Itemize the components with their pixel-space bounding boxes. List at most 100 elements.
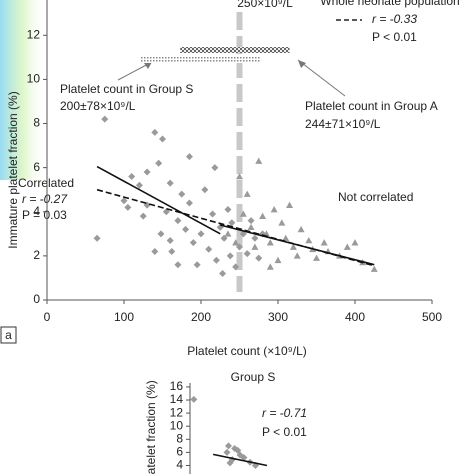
y-tick-label: 16 — [170, 379, 184, 393]
arrowhead — [298, 60, 306, 68]
point — [225, 442, 232, 450]
range-value: 244±71×10⁹/L — [305, 117, 381, 131]
point — [266, 263, 274, 270]
fit-line — [212, 453, 268, 467]
point — [135, 181, 143, 189]
point — [274, 256, 282, 264]
point — [189, 239, 197, 247]
point — [232, 239, 240, 246]
point — [93, 234, 101, 242]
y-tick-label: 6 — [176, 445, 183, 459]
point — [178, 190, 186, 198]
legend-r: r = -0.33 — [372, 12, 417, 26]
x-tick-label: 400 — [345, 310, 365, 324]
annotation: P < 0.01 — [262, 425, 307, 439]
point — [247, 223, 255, 231]
annotation: r = -0.27 — [22, 192, 68, 206]
point — [168, 247, 176, 255]
point — [201, 186, 209, 194]
point — [228, 219, 236, 227]
point — [243, 190, 251, 197]
scan-artifact — [0, 0, 46, 180]
y-tick-label: 8 — [176, 431, 183, 445]
point — [282, 234, 290, 242]
range-value: 200±78×10⁹/L — [60, 99, 136, 113]
point — [174, 261, 182, 269]
point — [255, 254, 263, 262]
point — [159, 135, 166, 143]
annotation: Correlated — [18, 176, 74, 190]
x-tick-label: 500 — [422, 310, 442, 324]
y-tick-label: 6 — [33, 160, 40, 174]
panel-label: a — [5, 328, 12, 342]
y-axis-title: Immature platelet fraction (%) — [6, 91, 20, 248]
x-tick-label: 0 — [44, 310, 51, 324]
point — [182, 225, 190, 233]
point — [305, 236, 313, 244]
annotation: P = 0.03 — [22, 208, 67, 222]
point — [166, 179, 174, 187]
annotation: r = -0.71 — [262, 406, 307, 420]
point — [255, 157, 263, 164]
point — [190, 395, 198, 403]
point — [236, 451, 244, 459]
y-tick-label: 4 — [33, 204, 40, 218]
point — [151, 247, 159, 255]
y-tick-label: 2 — [33, 248, 40, 262]
reference-label: 250×10⁹/L — [237, 0, 293, 10]
point — [151, 128, 159, 136]
point — [101, 115, 109, 123]
range-bar — [140, 57, 262, 63]
y-tick-label: 10 — [170, 418, 184, 432]
chart-title: Group S — [231, 370, 276, 384]
point — [226, 252, 234, 260]
point — [226, 459, 234, 467]
point — [155, 159, 163, 167]
x-tick-label: 300 — [268, 310, 288, 324]
legend-p: P < 0.01 — [372, 30, 417, 44]
point — [259, 212, 267, 219]
point — [185, 153, 193, 161]
point — [251, 234, 259, 242]
range-label: Platelet count in Group A — [305, 99, 438, 113]
point — [370, 265, 378, 272]
y-tick-label: 14 — [170, 392, 184, 406]
y-tick-label: 12 — [170, 405, 184, 419]
point — [320, 239, 328, 246]
point — [270, 206, 278, 213]
point — [278, 219, 286, 226]
point — [209, 210, 217, 218]
x-tick-label: 100 — [114, 310, 134, 324]
y-tick-label: 12 — [27, 27, 41, 41]
point — [212, 256, 220, 264]
arrow — [297, 59, 346, 97]
y-tick-label: 10 — [27, 72, 41, 86]
arrowhead — [144, 62, 152, 69]
y-tick-label: 4 — [176, 458, 183, 472]
annotation: Not correlated — [338, 190, 413, 204]
point — [205, 245, 213, 253]
point — [193, 261, 201, 269]
point — [293, 252, 301, 259]
point — [239, 210, 247, 217]
point — [219, 270, 227, 278]
y-tick-label: 0 — [33, 292, 40, 306]
point — [211, 164, 219, 172]
x-tick-label: 200 — [191, 310, 211, 324]
point — [128, 172, 136, 180]
point — [251, 243, 259, 250]
x-axis-title: Platelet count (×10⁹/L) — [187, 344, 307, 358]
point — [223, 448, 231, 456]
point — [297, 225, 305, 233]
point — [289, 243, 297, 250]
point — [343, 243, 351, 250]
fit-line — [96, 188, 375, 267]
point — [124, 203, 132, 211]
point — [351, 239, 359, 246]
point — [236, 172, 243, 180]
fit-line — [96, 165, 221, 235]
point — [286, 201, 294, 208]
point — [174, 217, 182, 225]
legend-title: Whole neonate population — [320, 0, 459, 8]
